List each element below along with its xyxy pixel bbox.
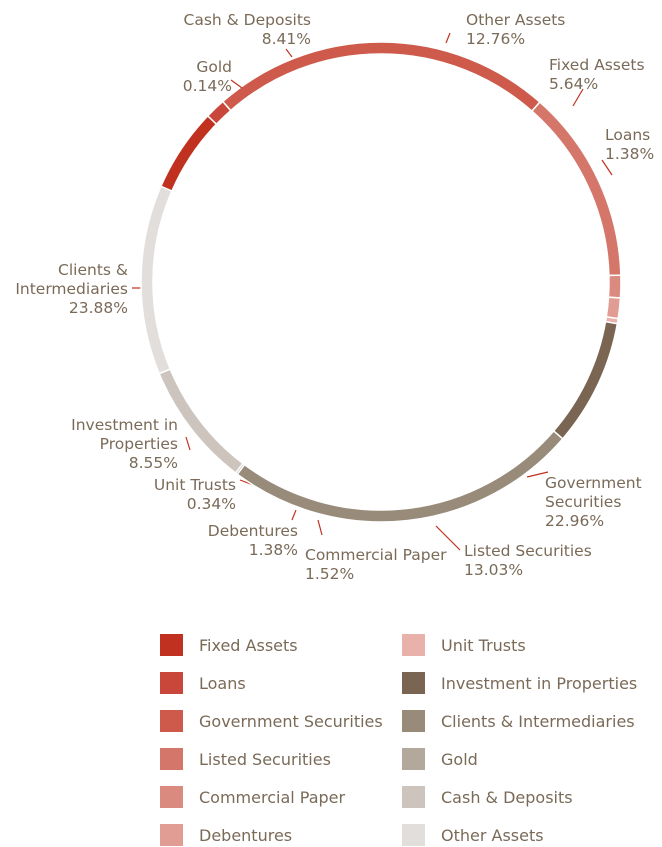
donut-chart: Fixed Assets 5.64% Loans 1.38% Government Sec… [15,11,654,583]
legend-item-listed-securities: Listed Securities [160,748,331,770]
legend-label: Fixed Assets [199,635,298,655]
legend-item-government-securities: Government Securities [160,710,383,732]
legend-swatch [160,824,183,846]
leader-line-gold [230,79,243,89]
legend-label: Unit Trusts [441,635,526,655]
legend-item-other-assets: Other Assets [402,824,544,846]
slice-label-commercial-paper: Commercial Paper 1.52% [305,546,447,583]
legend-label: Debentures [199,825,293,845]
slice-label-investment-in-properties: Investment in Properties 8.55% [71,416,178,472]
legend-swatch [160,672,183,694]
legend-item-gold: Gold [402,748,478,770]
legend-swatch [160,748,183,770]
leader-line-other-assets [445,32,451,44]
slice-label-gold: Gold 0.14% [183,58,232,95]
slice-label-loans: Loans 1.38% [605,126,654,163]
slice-investment-in-properties [552,320,619,440]
legend-label: Gold [441,749,478,769]
legend-item-investment-in-properties: Investment in Properties [402,672,637,694]
slice-label-fixed-assets: Fixed Assets 5.64% [549,56,645,93]
slice-label-clients-and-intermediaries: Clients & Intermediaries 23.88% [15,261,128,317]
slice-label-government-securities: Government Securities 22.96% [545,474,642,530]
slice-label-unit-trusts: Unit Trusts 0.34% [154,476,236,513]
legend-label: Cash & Deposits [441,787,573,807]
legend-swatch [160,786,183,808]
legend-swatch [160,710,183,732]
slice-debentures [605,296,622,320]
slice-label-cash-and-deposits: Cash & Deposits 8.41% [184,11,312,48]
legend-label: Commercial Paper [199,787,346,807]
slice-fixed-assets [159,114,218,193]
legend-swatch [402,710,425,732]
legend-item-loans: Loans [160,672,246,694]
legend-swatch [402,786,425,808]
legend-label: Investment in Properties [441,673,638,693]
legend-item-unit-trusts: Unit Trusts [402,634,526,656]
legend-label: Other Assets [441,825,544,845]
slice-commercial-paper [607,274,622,299]
leader-line-investment-in-properties [185,436,191,451]
legend-swatch [402,634,425,656]
leader-line-fixed-assets [572,88,584,107]
legend-item-clients-and-intermediaries: Clients & Intermediaries [402,710,635,732]
legend-item-debentures: Debentures [160,824,292,846]
legend-item-cash-and-deposits: Cash & Deposits [402,786,573,808]
legend-swatch [402,824,425,846]
legend-label: Listed Securities [199,749,331,769]
legend-label: Clients & Intermediaries [441,711,635,731]
slice-label-other-assets: Other Assets 12.76% [466,11,565,48]
legend-label: Loans [199,673,246,693]
slice-label-listed-securities: Listed Securities 13.03% [464,542,592,579]
legend-item-commercial-paper: Commercial Paper [160,786,345,808]
leader-line-commercial-paper [317,519,323,536]
legend-swatch [402,748,425,770]
leader-line-listed-securities [435,525,461,551]
slice-clients-and-intermediaries [236,429,564,523]
leader-line-cash-and-deposits [285,48,293,58]
slice-other-assets [140,185,173,375]
leader-line-debentures [291,509,297,521]
legend-swatch [160,634,183,656]
legend-swatch [402,672,425,694]
leader-line-government-securities [526,471,549,478]
legend-item-fixed-assets: Fixed Assets [160,634,298,656]
leader-line-loans [601,159,613,176]
slice-label-debentures: Debentures 1.38% [208,522,298,559]
slice-government-securities [221,41,541,113]
legend-label: Government Securities [199,711,383,731]
